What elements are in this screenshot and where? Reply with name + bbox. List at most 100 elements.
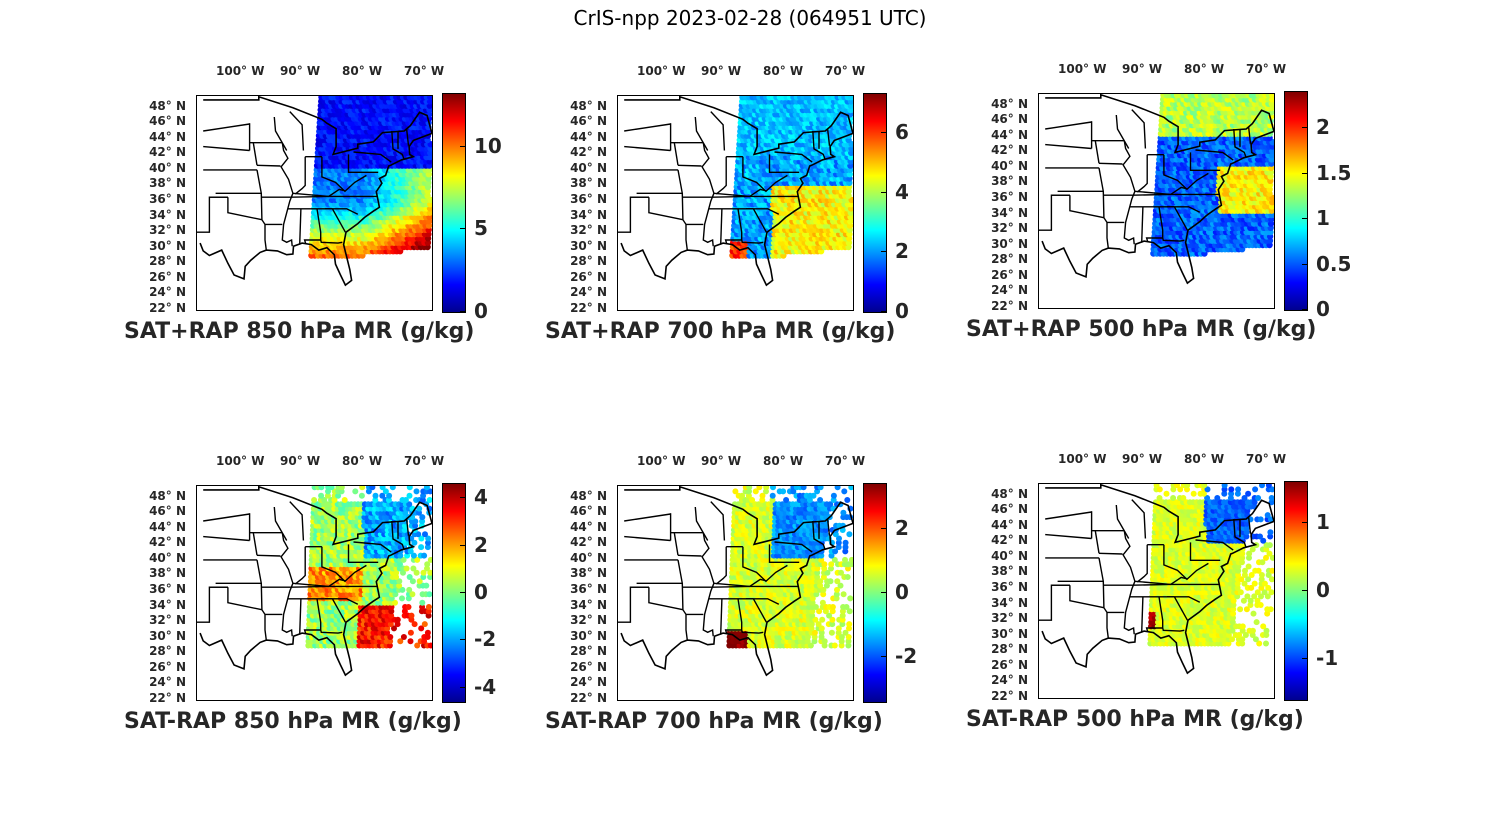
state-border	[774, 151, 813, 163]
coastline	[1041, 94, 1274, 285]
latitude-label: 44° N	[991, 127, 1028, 142]
latitude-label: 30° N	[149, 238, 186, 253]
latitude-label: 40° N	[991, 158, 1028, 173]
swath-layer	[305, 486, 432, 649]
latitude-label: 32° N	[149, 613, 186, 628]
state-border	[710, 501, 726, 541]
map-area	[1038, 93, 1275, 309]
swath-layer	[726, 486, 853, 649]
state-border	[677, 164, 702, 167]
map-panel-p850diff: 100° W 90° W 80° W 70° W 48° N 46° N 44° N 42° …	[124, 452, 504, 752]
longitude-label: 80° W	[763, 454, 804, 468]
state-border	[648, 197, 684, 221]
latitude-label: 46° N	[991, 112, 1028, 127]
state-border	[673, 532, 679, 556]
latitude-label: 42° N	[570, 145, 607, 160]
state-border	[1122, 140, 1136, 245]
state-border	[1247, 126, 1252, 144]
latitude-label: 42° N	[149, 145, 186, 160]
latitude-label: 48° N	[991, 487, 1028, 501]
latitude-label: 40° N	[149, 550, 186, 565]
latitude-label: 22° N	[570, 301, 607, 315]
state-border	[325, 208, 359, 215]
latitude-label: 28° N	[149, 254, 186, 269]
state-border	[712, 195, 798, 198]
state-border	[746, 208, 780, 215]
state-border	[1136, 544, 1148, 583]
latitude-label: 38° N	[149, 566, 186, 581]
longitude-label: 100° W	[216, 64, 265, 78]
state-border	[291, 195, 377, 198]
panel-title: SAT-RAP 700 hPa MR (g/kg)	[545, 709, 883, 734]
colorbar-tick-mark	[1302, 127, 1307, 129]
state-border	[1170, 172, 1209, 195]
longitude-label: 90° W	[280, 454, 321, 468]
latitude-label: 44° N	[149, 129, 186, 144]
colorbar-tick-label: -4	[474, 674, 497, 699]
latitude-label: 48° N	[991, 97, 1028, 111]
state-border	[1136, 154, 1148, 193]
state-border	[1094, 140, 1100, 164]
state-border	[710, 111, 726, 151]
map-panel-p500diff: 100° W 90° W 80° W 70° W 48° N 46° N 44° N 42° …	[966, 450, 1346, 750]
colorbar-tick-mark	[1302, 590, 1307, 591]
panel-title: SAT-RAP 850 hPa MR (g/kg)	[124, 709, 462, 734]
latitude-label: 46° N	[991, 502, 1028, 517]
longitude-label: 90° W	[280, 64, 321, 78]
latitude-label: 46° N	[149, 114, 186, 129]
state-border	[1233, 128, 1247, 159]
latitude-label: 34° N	[570, 207, 607, 222]
state-border	[292, 582, 329, 588]
latitude-label: 36° N	[149, 582, 186, 597]
latitude-label: 28° N	[991, 642, 1028, 657]
state-border	[694, 506, 709, 541]
state-border	[280, 142, 294, 247]
state-border	[1141, 596, 1144, 633]
state-border	[1115, 114, 1130, 149]
state-border	[391, 130, 405, 161]
latitude-label: 46° N	[149, 504, 186, 519]
latitude-label: 22° N	[149, 691, 186, 705]
longitude-label: 70° W	[1246, 62, 1287, 76]
colorbar-tick-mark	[460, 497, 465, 499]
state-border	[618, 586, 649, 623]
colorbar-tick-label: 0.5	[1316, 251, 1352, 276]
state-border	[294, 546, 306, 585]
latitude-label: 32° N	[570, 223, 607, 238]
state-border	[618, 196, 649, 233]
state-border	[1167, 596, 1201, 603]
latitude-label: 42° N	[149, 535, 186, 550]
state-border	[624, 145, 671, 152]
state-border	[624, 513, 671, 522]
colorbar-tick-mark	[1302, 172, 1307, 174]
state-border	[299, 208, 302, 245]
state-border	[1045, 511, 1092, 520]
state-border	[1098, 557, 1109, 639]
latitude-label: 30° N	[149, 628, 186, 643]
state-border	[1233, 518, 1247, 549]
latitude-label: 26° N	[991, 657, 1028, 672]
state-border	[1162, 237, 1185, 242]
state-border	[291, 585, 377, 588]
latitude-label: 42° N	[570, 535, 607, 550]
colorbar-tick-label: -2	[474, 627, 497, 652]
map-svg	[197, 486, 432, 677]
longitude-label: 80° W	[1184, 452, 1225, 466]
map-panel-p700sum: 100° W 90° W 80° W 70° W 48° N 46° N 44° N 42° …	[545, 62, 925, 362]
colorbar-tick-label: 2	[895, 515, 909, 540]
map-panel-p700diff: 100° W 90° W 80° W 70° W 48° N 46° N 44° N 42° …	[545, 452, 925, 752]
latitude-label: 24° N	[991, 673, 1028, 688]
latitude-label: 48° N	[149, 489, 186, 503]
latitude-label: 24° N	[570, 285, 607, 300]
latitude-label: 40° N	[570, 160, 607, 175]
latitude-label: 22° N	[991, 689, 1028, 703]
map-area	[617, 485, 854, 701]
state-border	[1247, 516, 1252, 534]
longitude-label: 70° W	[825, 64, 866, 78]
state-border	[1098, 167, 1109, 249]
colorbar	[1284, 481, 1308, 701]
state-border	[405, 128, 410, 146]
state-border	[713, 192, 750, 198]
state-border	[1131, 109, 1147, 149]
colorbar-tick-label: 4	[895, 179, 909, 204]
